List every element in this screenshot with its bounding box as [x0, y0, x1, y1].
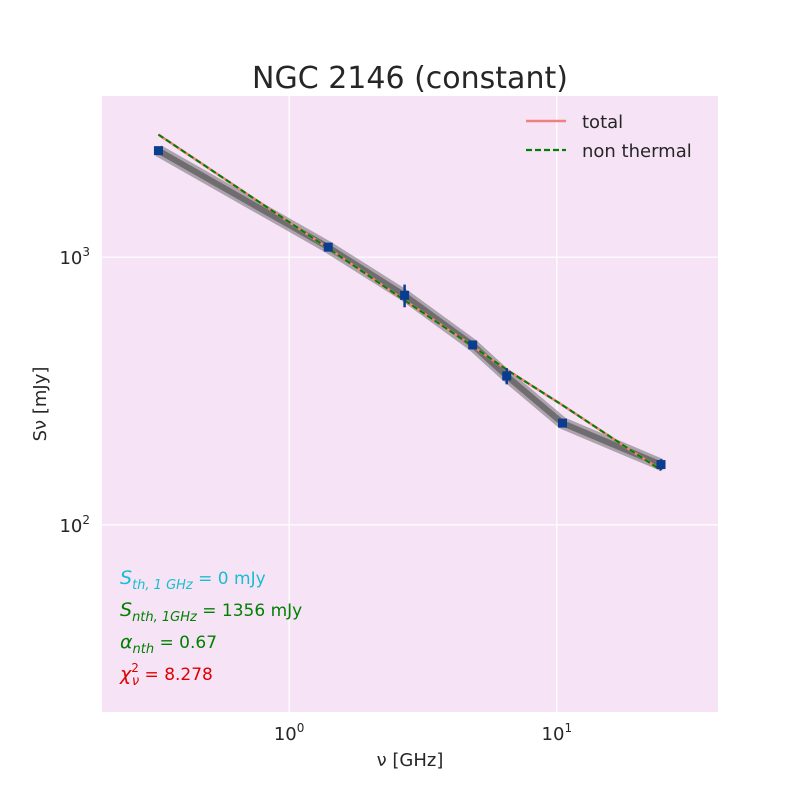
data-point-3: [468, 340, 478, 350]
data-point-2: [400, 290, 410, 300]
annotation-0: Sth, 1 GHz = 0 mJy: [120, 567, 266, 593]
fit-annotations: Sth, 1 GHz = 0 mJy Snth, 1GHz = 1356 mJy α…: [119, 567, 302, 689]
annotation-3: χ2 ν = 8.278: [119, 661, 213, 689]
data-point-1: [323, 242, 333, 252]
data-points: [153, 146, 666, 471]
x-tick-label-1: 101: [542, 721, 573, 745]
grid: [102, 96, 718, 712]
data-point-0: [153, 146, 163, 156]
y-axis-label: Sν [mJy]: [30, 367, 51, 442]
plot-background: [102, 96, 718, 712]
legend-label-non-thermal: non thermal: [582, 141, 692, 162]
x-tick-label-0: 100: [274, 721, 305, 745]
legend: total non thermal: [526, 112, 692, 162]
x-axis-label: ν [GHz]: [377, 750, 444, 771]
legend-label-total: total: [582, 112, 623, 133]
annotation-2: αnth = 0.67: [120, 631, 217, 657]
data-point-6: [656, 460, 666, 470]
chart-title: NGC 2146 (constant): [252, 61, 568, 96]
data-point-5: [557, 418, 567, 428]
tick-labels: 100 101 102 103: [59, 245, 572, 745]
y-tick-label-1: 103: [59, 245, 90, 269]
y-tick-label-0: 102: [59, 513, 90, 537]
annotation-1: Snth, 1GHz = 1356 mJy: [120, 599, 302, 625]
data-point-4: [502, 371, 512, 381]
